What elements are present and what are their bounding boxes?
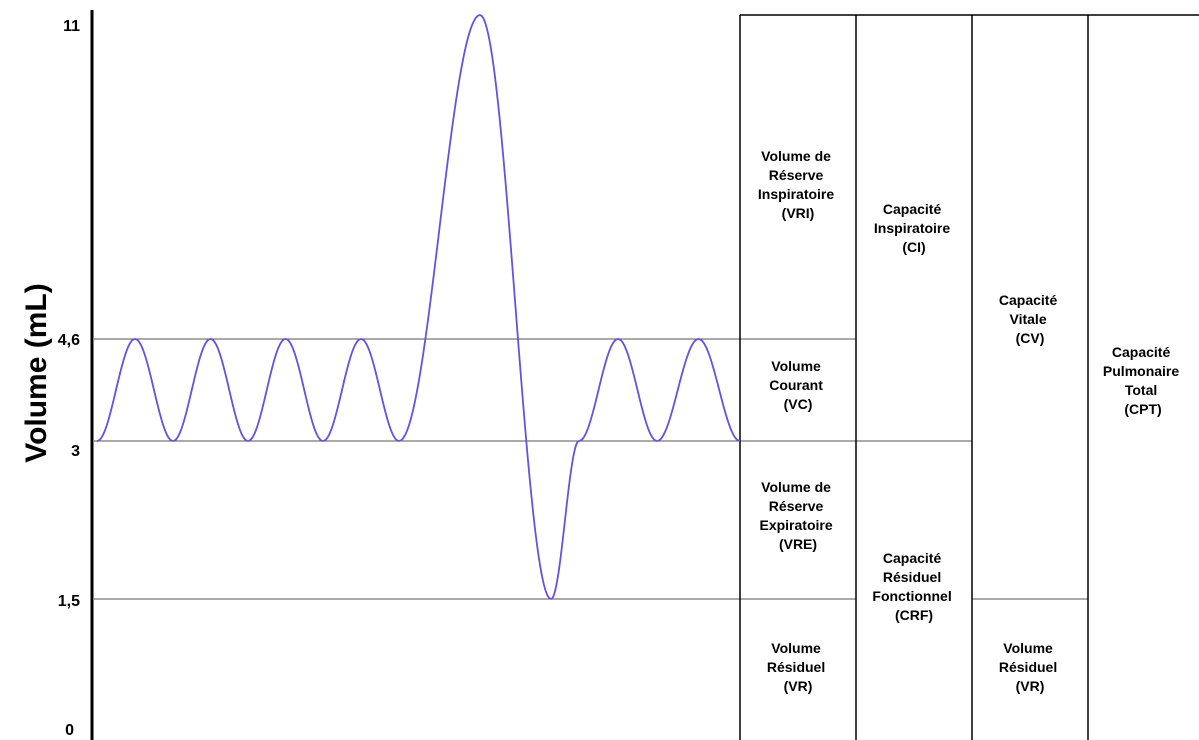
tick-label-0: 0 [65, 722, 74, 739]
tick-label-3: 3 [71, 443, 80, 460]
box-vr-column3: Volume Résiduel (VR) [999, 640, 1061, 694]
box-vri: Volume de Réserve Inspiratoire (VRI) [758, 148, 838, 221]
box-vc: Volume Courant (VC) [769, 358, 827, 412]
box-cv: Capacité Vitale (CV) [999, 292, 1061, 346]
y-axis-label: Volume (mL) [20, 283, 53, 462]
tick-label-11: 11 [63, 18, 80, 35]
tick-label-4-6: 4,6 [58, 332, 80, 349]
box-crf: Capacité Résiduel Fonctionnel (CRF) [872, 550, 955, 623]
box-vr-column1: Volume Résiduel (VR) [767, 640, 829, 694]
tick-label-1-5: 1,5 [58, 593, 80, 610]
box-cpt: Capacité Pulmonaire Total (CPT) [1103, 344, 1183, 417]
box-ci: Capacité Inspiratoire (CI) [874, 201, 954, 255]
volume-curve [96, 14, 741, 600]
box-vre: Volume de Réserve Expiratoire (VRE) [759, 479, 836, 552]
